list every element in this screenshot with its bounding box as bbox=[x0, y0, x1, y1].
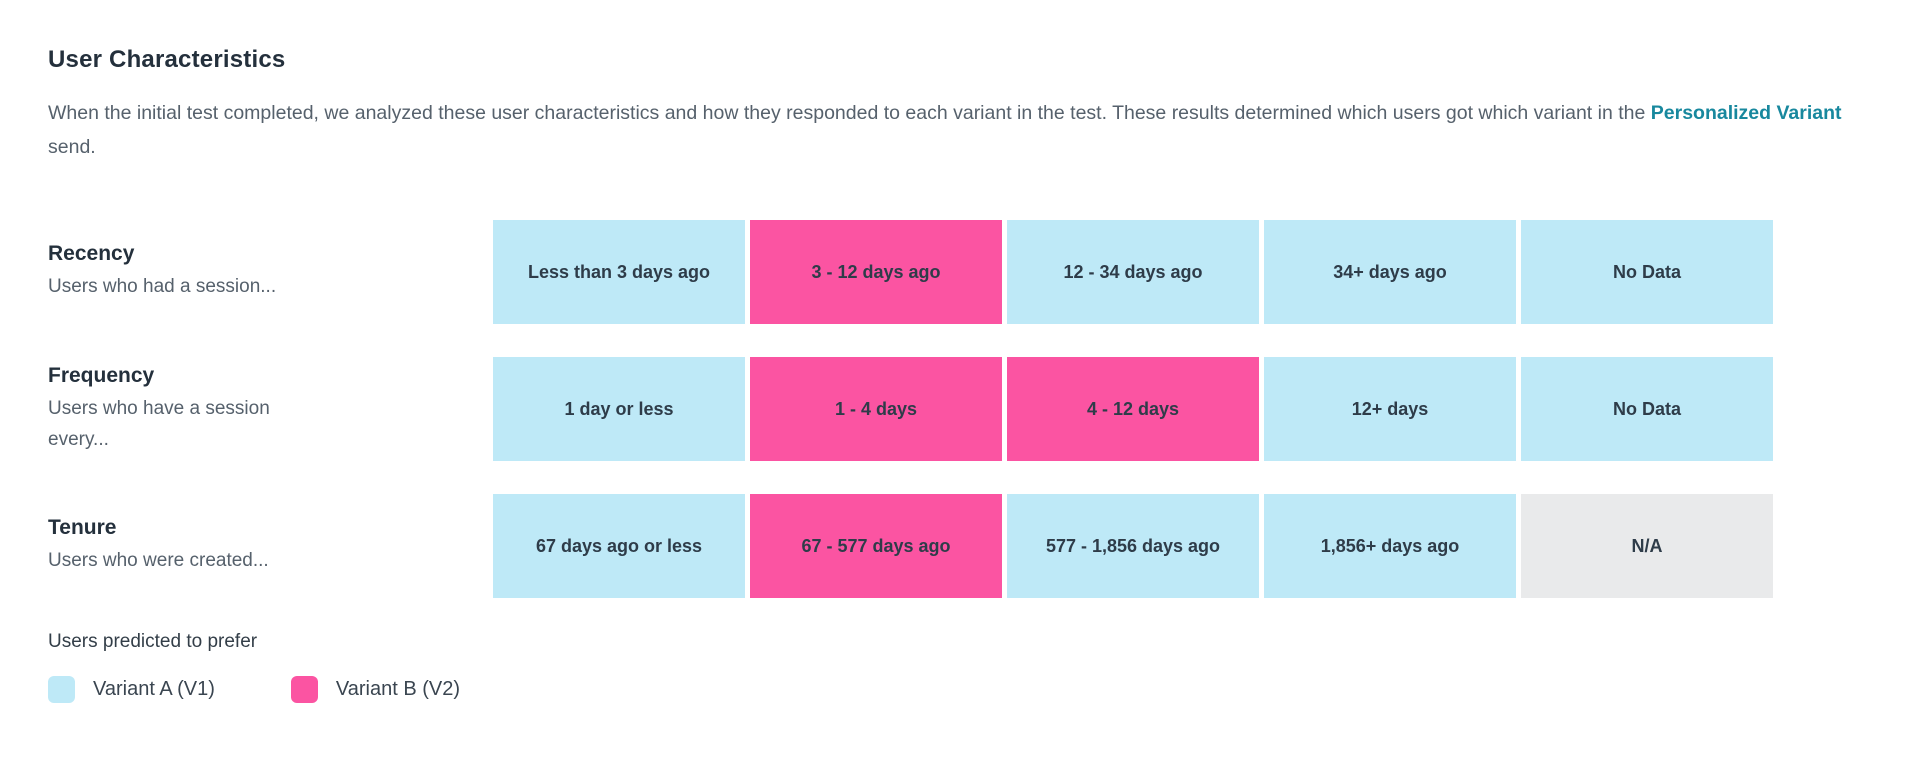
row-category-description: Users who had a session... bbox=[48, 276, 277, 297]
row-category-description: Users who were created... bbox=[48, 550, 269, 571]
description-text-before: When the initial test completed, we anal… bbox=[48, 102, 1646, 124]
characteristics-grid: Recency Users who had a session... Less th… bbox=[48, 220, 1872, 598]
legend: Users predicted to prefer Variant A (V1)… bbox=[48, 631, 1872, 703]
legend-swatch-icon bbox=[290, 676, 318, 703]
legend-swatch-icon bbox=[48, 676, 75, 703]
bucket-cell: 12+ days bbox=[1264, 357, 1516, 461]
legend-title: Users predicted to prefer bbox=[48, 631, 258, 652]
row-category-title: Recency bbox=[48, 242, 135, 265]
bucket-cell: 1,856+ days ago bbox=[1264, 494, 1516, 598]
bucket-cell: 67 - 577 days ago bbox=[750, 494, 1002, 598]
bucket-cell: 12 - 34 days ago bbox=[1007, 220, 1259, 324]
legend-item-variant-b: Variant B (V2) bbox=[290, 676, 461, 703]
page-title: User Characteristics bbox=[48, 46, 286, 73]
bucket-cell: 67 days ago or less bbox=[493, 494, 745, 598]
bucket-cell: 3 - 12 days ago bbox=[750, 220, 1002, 324]
row-label-recency: Recency Users who had a session... bbox=[48, 220, 488, 324]
row-category-description: Users who have a session every... bbox=[48, 397, 270, 450]
legend-item-label: Variant B (V2) bbox=[335, 678, 461, 700]
legend-item-variant-a: Variant A (V1) bbox=[48, 676, 215, 703]
row-category-title: Tenure bbox=[48, 516, 117, 539]
personalized-variant-link[interactable]: Personalized Variant bbox=[1650, 102, 1842, 124]
bucket-cell: No Data bbox=[1521, 357, 1773, 461]
description-text-after: send. bbox=[48, 136, 96, 158]
bucket-cell: 577 - 1,856 days ago bbox=[1007, 494, 1259, 598]
bucket-cell: 1 day or less bbox=[493, 357, 745, 461]
page-description: When the initial test completed, we anal… bbox=[48, 96, 1872, 164]
bucket-cell: N/A bbox=[1521, 494, 1773, 598]
bucket-cell: Less than 3 days ago bbox=[493, 220, 745, 324]
bucket-cell: 4 - 12 days bbox=[1007, 357, 1259, 461]
bucket-cell: No Data bbox=[1521, 220, 1773, 324]
bucket-cell: 1 - 4 days bbox=[750, 357, 1002, 461]
row-label-frequency: Frequency Users who have a session every.… bbox=[48, 357, 488, 461]
row-label-tenure: Tenure Users who were created... bbox=[48, 494, 488, 598]
legend-item-label: Variant A (V1) bbox=[93, 678, 215, 700]
bucket-cell: 34+ days ago bbox=[1264, 220, 1516, 324]
legend-items: Variant A (V1) Variant B (V2) bbox=[48, 676, 1872, 703]
row-category-title: Frequency bbox=[48, 363, 155, 387]
